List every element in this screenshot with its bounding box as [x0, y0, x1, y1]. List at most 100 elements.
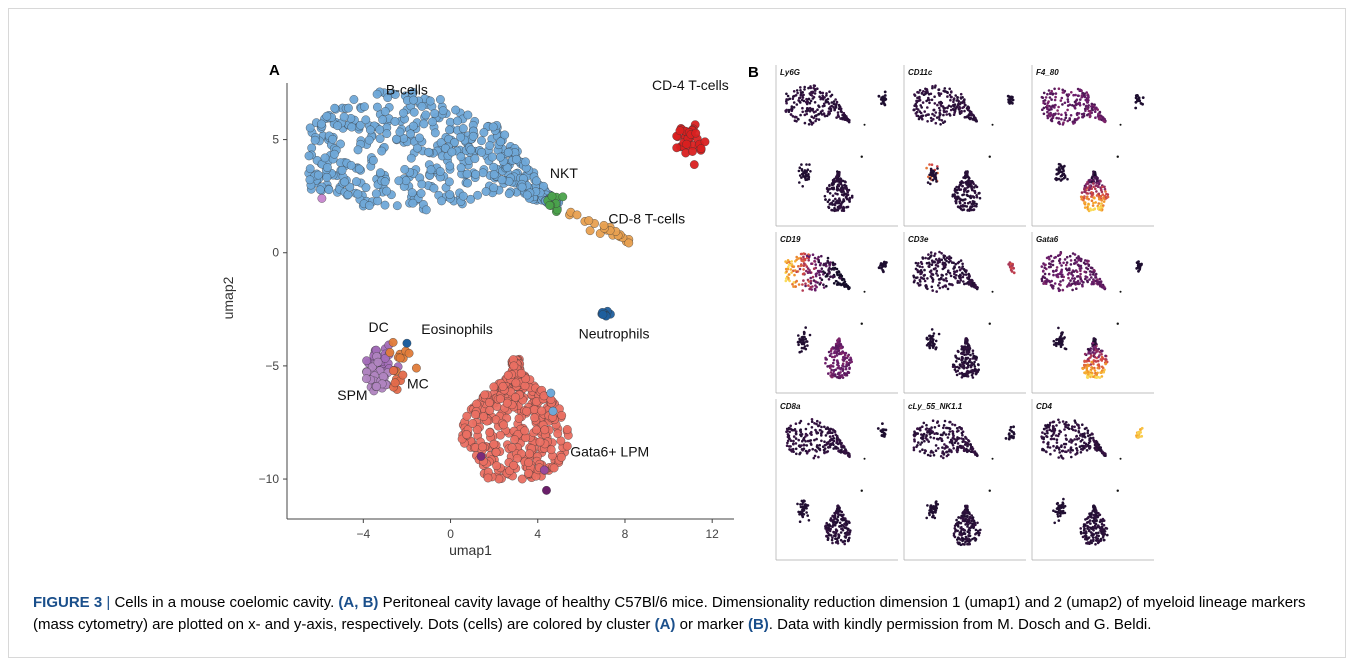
marker-point — [963, 103, 967, 106]
marker-point — [925, 516, 928, 520]
marker-point — [1064, 111, 1067, 115]
marker-point — [1103, 185, 1106, 189]
data-point — [512, 154, 521, 164]
marker-point — [919, 115, 922, 118]
marker-point — [824, 434, 828, 437]
marker-point — [813, 259, 816, 263]
marker-point — [828, 198, 831, 202]
marker-point — [792, 439, 795, 443]
marker-point — [970, 361, 974, 365]
data-point — [406, 153, 416, 163]
marker-point — [1048, 96, 1052, 99]
marker-point — [823, 114, 827, 118]
marker-point — [1096, 185, 1100, 188]
marker-point — [1100, 375, 1104, 378]
marker-point — [842, 450, 846, 453]
marker-point — [840, 190, 844, 193]
marker-point — [1068, 254, 1072, 258]
marker-point — [835, 520, 839, 524]
marker-point — [1091, 175, 1094, 178]
marker-point — [969, 353, 972, 357]
marker-point — [948, 282, 951, 286]
panel-a-label: A — [269, 62, 280, 79]
marker-point — [968, 185, 972, 188]
marker-point — [958, 107, 962, 110]
marker-point — [959, 279, 963, 282]
marker-point — [1089, 363, 1093, 366]
marker-point — [848, 452, 851, 456]
marker-point — [832, 361, 835, 365]
marker-point — [1050, 117, 1054, 121]
marker-point — [846, 527, 849, 530]
marker-point — [836, 363, 839, 366]
data-point — [503, 370, 513, 380]
marker-point — [1083, 107, 1087, 111]
data-point — [489, 382, 499, 392]
marker-point — [1090, 282, 1093, 286]
marker-point — [1091, 204, 1095, 207]
marker-point — [1049, 452, 1052, 456]
marker-point — [1072, 270, 1076, 273]
marker-point — [922, 90, 925, 93]
marker-point — [825, 528, 829, 532]
data-point — [599, 221, 609, 230]
marker-point — [810, 420, 814, 423]
data-point — [562, 425, 572, 434]
marker-point — [962, 176, 965, 179]
marker-point — [825, 98, 828, 102]
marker-point — [792, 285, 795, 288]
data-point — [421, 205, 431, 215]
marker-point — [935, 269, 939, 273]
marker-point — [973, 204, 976, 208]
marker-point — [842, 281, 846, 284]
marker-point — [958, 372, 961, 375]
marker-point — [918, 283, 922, 286]
marker-point — [831, 520, 835, 524]
data-point — [539, 465, 549, 475]
data-point — [548, 406, 558, 416]
marker-point — [934, 111, 938, 114]
marker-point — [1067, 271, 1071, 275]
marker-point — [964, 273, 968, 276]
marker-point — [1119, 290, 1122, 293]
marker-point — [936, 265, 940, 268]
marker-point — [936, 274, 939, 277]
marker-point — [936, 165, 939, 168]
marker-point — [1080, 94, 1084, 97]
marker-point — [1075, 270, 1079, 274]
marker-point — [1061, 91, 1065, 94]
marker-point — [812, 95, 816, 99]
marker-point — [945, 256, 949, 259]
marker-point — [795, 120, 798, 123]
marker-point — [786, 94, 790, 98]
marker-point — [913, 94, 917, 97]
marker-point — [832, 102, 836, 106]
marker-point — [1066, 98, 1070, 101]
marker-point — [1098, 284, 1102, 287]
marker-point — [1137, 99, 1140, 102]
marker-point — [847, 454, 851, 458]
marker-point — [964, 515, 968, 518]
marker-point — [1059, 345, 1063, 349]
marker-point — [795, 255, 798, 259]
data-point — [558, 192, 568, 202]
marker-point — [928, 163, 931, 166]
marker-point — [946, 106, 949, 109]
marker-point — [817, 271, 821, 274]
marker-point — [942, 424, 946, 427]
data-point — [479, 128, 489, 137]
marker-point — [975, 285, 978, 289]
marker-point — [787, 265, 790, 269]
marker-point — [787, 273, 791, 276]
marker-point — [820, 270, 823, 273]
marker-point — [912, 446, 916, 449]
marker-point — [1088, 270, 1092, 273]
marker-point — [880, 430, 884, 434]
marker-point — [952, 363, 956, 367]
marker-point — [1116, 322, 1119, 325]
marker-point — [822, 102, 826, 106]
marker-point — [967, 511, 971, 514]
marker-point — [929, 167, 933, 171]
marker-point — [931, 334, 935, 338]
marker-point — [1076, 282, 1080, 286]
